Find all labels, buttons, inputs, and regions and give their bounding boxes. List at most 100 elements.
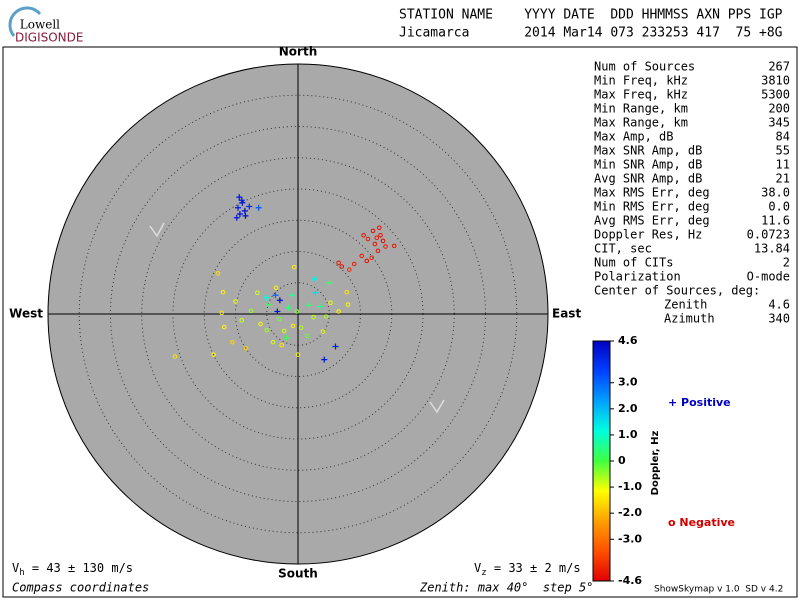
source-negative [323,314,329,319]
source-negative [344,289,350,295]
stat-label: Azimuth [664,312,715,326]
source-negative [270,339,276,345]
velocity: Vz = 33 ± 2 m/s [474,561,581,578]
source-negative [369,255,375,261]
source-negative [346,267,352,272]
legend-negative: o Negative [668,516,735,529]
source-negative [364,258,370,264]
stat-value: 0.0723 [747,228,790,242]
stat-value: 340 [768,312,790,326]
source-positive [283,334,290,341]
source-negative [295,352,301,357]
stat-value: 11 [776,158,790,172]
source-positive [321,356,328,363]
stat-label: CIT, sec [594,242,652,256]
source-positive [233,214,240,221]
stat-label: Min SNR Amp, dB [594,158,702,172]
stats-table: Num of Sources 267 Min Freq, kHz 3810 Max Fr… [594,60,790,326]
source-negative [219,310,225,316]
source-negative [305,333,310,339]
source-negative [172,354,178,359]
plot [47,63,549,565]
source-positive [236,211,243,217]
source-negative [339,264,345,269]
source-negative [230,339,235,345]
stat-label: Zenith [664,298,707,312]
stat-label: Max Amp, dB [594,130,673,144]
source-negative [215,271,221,276]
source-positive [312,289,319,296]
source-negative [374,235,380,241]
chevron [429,399,445,414]
colorbar-tick-label: 3.0 [618,376,638,389]
source-negative [211,352,216,357]
subscript: z [481,568,486,578]
source-positive [263,294,270,301]
stat-value: 2 [783,256,790,270]
stat-label: Polarization [594,270,681,284]
stat-label: Min Freq, kHz [594,74,688,88]
legend-positive: + Positive [668,396,731,409]
stat-value: 55 [776,144,790,158]
version: ShowSkymap v 1.0 SD v 4.2 [654,585,783,595]
stat-value: 200 [768,102,790,116]
stat-value: 84 [776,130,790,144]
stat-label: Num of CITs [594,256,673,270]
stat-value: 38.0 [761,186,790,200]
colorbar-tick-label: 0 [618,454,626,467]
source-positive [242,212,249,219]
velocity-text: = 43 ± 130 m/s [25,561,133,575]
header-line: STATION NAME YYYY DATE DDD HHMMSS AXN PP… [399,8,783,23]
stat-label: Min RMS Err, deg [594,200,710,214]
source-negative [255,290,260,296]
source-negative [336,260,341,266]
source-negative [380,238,386,244]
stat-label: Doppler Res, Hz [594,228,702,242]
source-positive [236,194,243,201]
source-negative [291,264,297,270]
source-negative [281,328,287,334]
source-negative [328,300,333,306]
source-negative [336,309,341,314]
velocity-text: = 33 ± 2 m/s [487,561,581,575]
stat-value: 11.6 [761,214,790,228]
source-positive [316,303,323,310]
source-positive [272,292,279,299]
chevron [149,222,165,238]
colorbar-tick-label: -2.0 [618,506,642,519]
source-positive [285,304,292,311]
compass-label: South [278,567,318,581]
header-line: Jicamarca 2014 Mar14 073 233253 417 75 +… [399,26,783,41]
colorbar [592,340,611,582]
frame [2,46,798,598]
compass-label: West [9,307,43,321]
center-title: Center of Sources, deg: [594,284,760,298]
logo-bottom: DIGISONDE [15,31,83,45]
source-negative [290,323,296,329]
source-negative [248,308,254,314]
source-positive [288,292,295,299]
source-negative [311,314,316,320]
source-positive [326,279,333,286]
source-positive [306,302,313,309]
colorbar-tick-label: -3.0 [618,532,642,545]
colorbar-tick-label: 1.0 [618,428,638,441]
source-positive [276,297,283,304]
stat-value: 21 [776,172,790,186]
logo: Lowell DIGISONDE [8,6,83,45]
source-negative [294,309,300,314]
source-negative [273,285,279,291]
compass-label: East [552,307,581,321]
stat-value: 4.6 [768,298,790,312]
stat-value: 345 [768,116,790,130]
stat-label: Avg RMS Err, deg [594,214,710,228]
stat-value: O-mode [747,270,790,284]
source-negative [264,327,270,333]
source-negative [345,302,351,307]
source-negative [383,244,388,249]
source-negative [279,342,285,348]
colorbar-tick-label: -1.0 [618,480,642,493]
stat-value: 5300 [761,88,790,102]
stat-value: 3810 [761,74,790,88]
source-negative [359,253,365,259]
